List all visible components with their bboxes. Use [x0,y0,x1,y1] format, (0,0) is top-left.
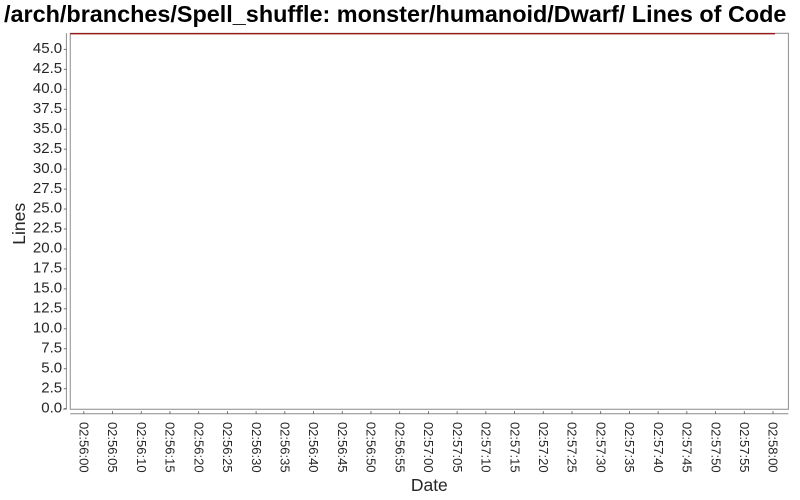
svg-text:32.5: 32.5 [33,140,62,157]
svg-text:10.0: 10.0 [33,320,62,337]
svg-text:02:56:35: 02:56:35 [278,422,293,473]
svg-text:22.5: 22.5 [33,220,62,237]
svg-text:02:57:50: 02:57:50 [708,422,723,473]
svg-text:40.0: 40.0 [33,80,62,97]
svg-text:02:57:30: 02:57:30 [593,422,608,473]
svg-text:7.5: 7.5 [41,340,62,357]
svg-text:20.0: 20.0 [33,240,62,257]
svg-text:37.5: 37.5 [33,100,62,117]
svg-text:02:57:35: 02:57:35 [622,422,637,473]
svg-text:02:57:10: 02:57:10 [479,422,494,473]
svg-text:Date: Date [411,475,448,495]
svg-text:02:56:10: 02:56:10 [134,422,149,473]
svg-text:12.5: 12.5 [33,300,62,317]
svg-text:02:56:05: 02:56:05 [105,422,120,473]
svg-text:0.0: 0.0 [41,399,62,416]
svg-text:02:56:30: 02:56:30 [249,422,264,473]
svg-text:02:57:00: 02:57:00 [421,422,436,473]
svg-text:02:56:00: 02:56:00 [77,422,92,473]
svg-text:27.5: 27.5 [33,180,62,197]
svg-text:02:57:25: 02:57:25 [565,422,580,473]
svg-text:35.0: 35.0 [33,120,62,137]
svg-text:45.0: 45.0 [33,40,62,57]
svg-text:02:56:40: 02:56:40 [306,422,321,473]
svg-text:30.0: 30.0 [33,160,62,177]
svg-text:02:57:05: 02:57:05 [450,422,465,473]
svg-text:02:57:20: 02:57:20 [536,422,551,473]
svg-text:02:58:00: 02:58:00 [766,422,781,473]
svg-text:02:56:50: 02:56:50 [364,422,379,473]
svg-text:2.5: 2.5 [41,379,62,396]
svg-text:42.5: 42.5 [33,60,62,77]
svg-text:02:57:45: 02:57:45 [680,422,695,473]
svg-text:02:57:40: 02:57:40 [651,422,666,473]
svg-text:17.5: 17.5 [33,260,62,277]
svg-text:02:56:15: 02:56:15 [163,422,178,473]
svg-text:5.0: 5.0 [41,359,62,376]
svg-text:25.0: 25.0 [33,200,62,217]
svg-text:Lines: Lines [9,203,29,245]
svg-text:15.0: 15.0 [33,280,62,297]
svg-text:02:56:45: 02:56:45 [335,422,350,473]
svg-text:02:57:55: 02:57:55 [737,422,752,473]
svg-text:02:56:55: 02:56:55 [392,422,407,473]
svg-text:02:57:15: 02:57:15 [507,422,522,473]
svg-text:02:56:20: 02:56:20 [191,422,206,473]
svg-text:02:56:25: 02:56:25 [220,422,235,473]
